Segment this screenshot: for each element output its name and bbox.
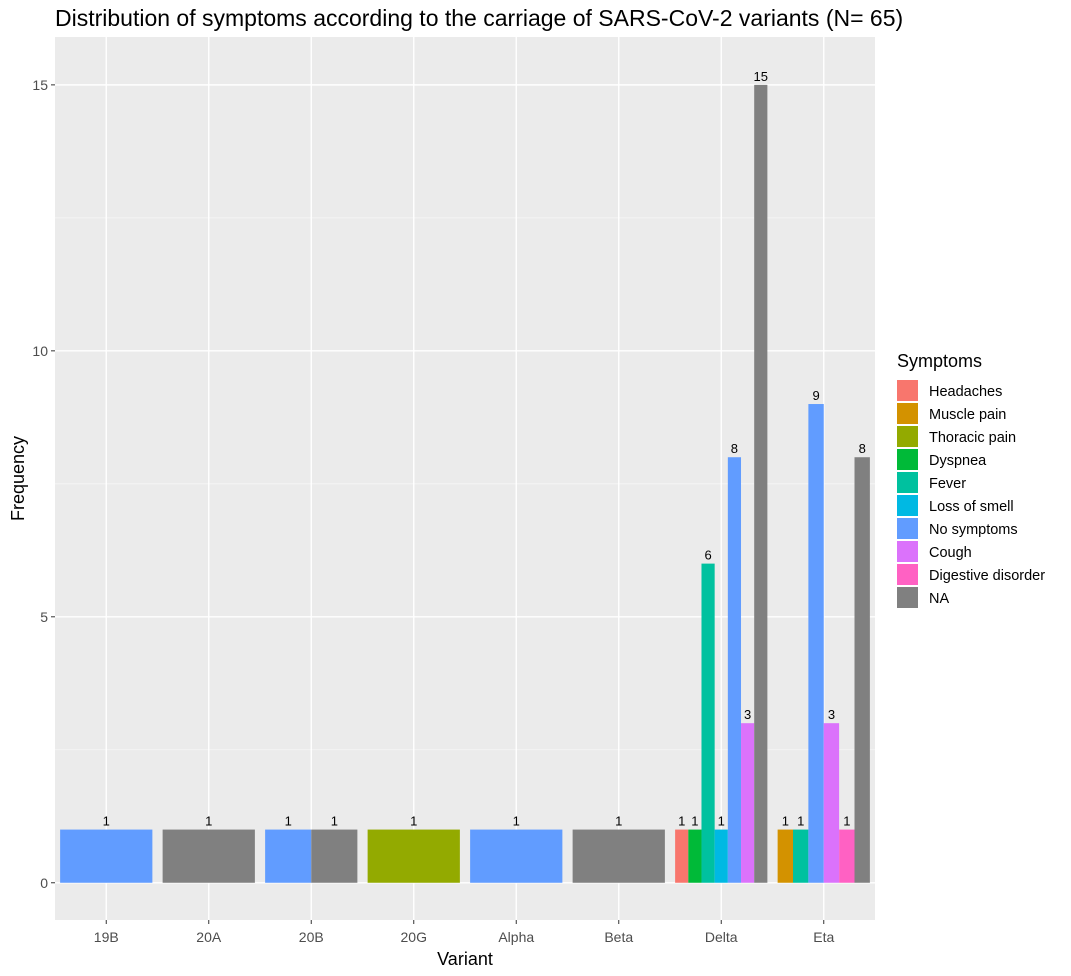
x-tick-label: Delta — [705, 929, 738, 945]
chart-title: Distribution of symptoms according to th… — [55, 5, 904, 31]
bar-delta-no-symptoms — [727, 457, 742, 883]
y-tick-label: 0 — [40, 875, 48, 891]
bar-delta-fever — [701, 563, 715, 883]
grid-lines — [55, 37, 875, 920]
bar-20g-thoracic-pain — [367, 829, 460, 883]
legend-label: Dyspnea — [929, 453, 987, 469]
bar-delta-cough — [741, 723, 755, 883]
legend-key-no-symptoms — [897, 518, 918, 539]
y-tick-label: 5 — [40, 609, 48, 625]
bar-19b-no-symptoms — [60, 829, 153, 883]
data-label: 1 — [782, 814, 789, 829]
data-label: 3 — [828, 707, 835, 722]
legend-key-headaches — [897, 380, 918, 401]
legend-key-dyspnea — [897, 449, 918, 470]
data-label: 1 — [843, 814, 850, 829]
legend-label: Cough — [929, 545, 972, 561]
bars — [60, 84, 870, 883]
data-label: 1 — [410, 814, 417, 829]
bar-delta-loss-of-smell — [714, 829, 728, 883]
x-tick-label: Alpha — [498, 929, 534, 945]
data-label: 8 — [859, 441, 866, 456]
bar-eta-na — [854, 457, 870, 883]
data-label: 1 — [691, 814, 698, 829]
legend-label: Muscle pain — [929, 407, 1006, 423]
legend-key-cough — [897, 541, 918, 562]
legend-label: Headaches — [929, 384, 1002, 400]
x-tick-label: 20A — [196, 929, 222, 945]
legend-label: Digestive disorder — [929, 568, 1045, 584]
bar-20a-na — [162, 829, 255, 883]
legend-key-muscle-pain — [897, 403, 918, 424]
legend-label: No symptoms — [929, 522, 1018, 538]
legend: Symptoms Headaches Muscle pain Thoracic pa… — [897, 351, 1045, 608]
bar-eta-cough — [823, 723, 840, 883]
data-label: 1 — [285, 814, 292, 829]
bar-eta-digestive-disorder — [839, 829, 855, 883]
data-label: 1 — [615, 814, 622, 829]
data-label: 6 — [704, 548, 711, 563]
legend-label: Thoracic pain — [929, 430, 1016, 446]
x-tick-label: Eta — [813, 929, 834, 945]
bar-beta-na — [572, 829, 665, 883]
x-tick-label: 19B — [94, 929, 119, 945]
legend-key-na — [897, 587, 918, 608]
data-label: 3 — [744, 707, 751, 722]
axes: 0 5 10 15 19B 20A 20B 20G Alpha Beta Delta Eta — [32, 77, 834, 945]
data-label: 1 — [678, 814, 685, 829]
legend-key-fever — [897, 472, 918, 493]
bar-20b-no-symptoms — [265, 829, 312, 883]
legend-key-digestive-disorder — [897, 564, 918, 585]
data-label: 1 — [205, 814, 212, 829]
bar-eta-no-symptoms — [808, 404, 824, 883]
bar-eta-fever — [793, 829, 809, 883]
data-label: 1 — [331, 814, 338, 829]
legend-key-thoracic-pain — [897, 426, 918, 447]
legend-title: Symptoms — [897, 351, 982, 371]
legend-label: Loss of smell — [929, 499, 1014, 515]
x-tick-label: 20G — [401, 929, 427, 945]
bar-20b-na — [311, 829, 358, 883]
data-label: 1 — [513, 814, 520, 829]
y-axis-title: Frequency — [8, 436, 28, 521]
data-label: 1 — [718, 814, 725, 829]
data-label: 8 — [731, 441, 738, 456]
bar-delta-na — [754, 84, 768, 883]
x-tick-label: Beta — [604, 929, 633, 945]
y-tick-label: 10 — [32, 343, 48, 359]
bar-alpha-no-symptoms — [470, 829, 563, 883]
bar-delta-dyspnea — [688, 829, 702, 883]
x-axis-title: Variant — [437, 949, 493, 969]
data-label: 1 — [103, 814, 110, 829]
data-label: 1 — [797, 814, 804, 829]
data-label: 15 — [754, 69, 768, 84]
y-tick-label: 15 — [32, 77, 48, 93]
x-tick-label: 20B — [299, 929, 324, 945]
bar-delta-headaches — [675, 829, 689, 883]
data-label: 9 — [812, 388, 819, 403]
legend-label: NA — [929, 591, 949, 607]
bar-eta-muscle-pain — [777, 829, 793, 883]
legend-label: Fever — [929, 476, 966, 492]
legend-key-loss-of-smell — [897, 495, 918, 516]
